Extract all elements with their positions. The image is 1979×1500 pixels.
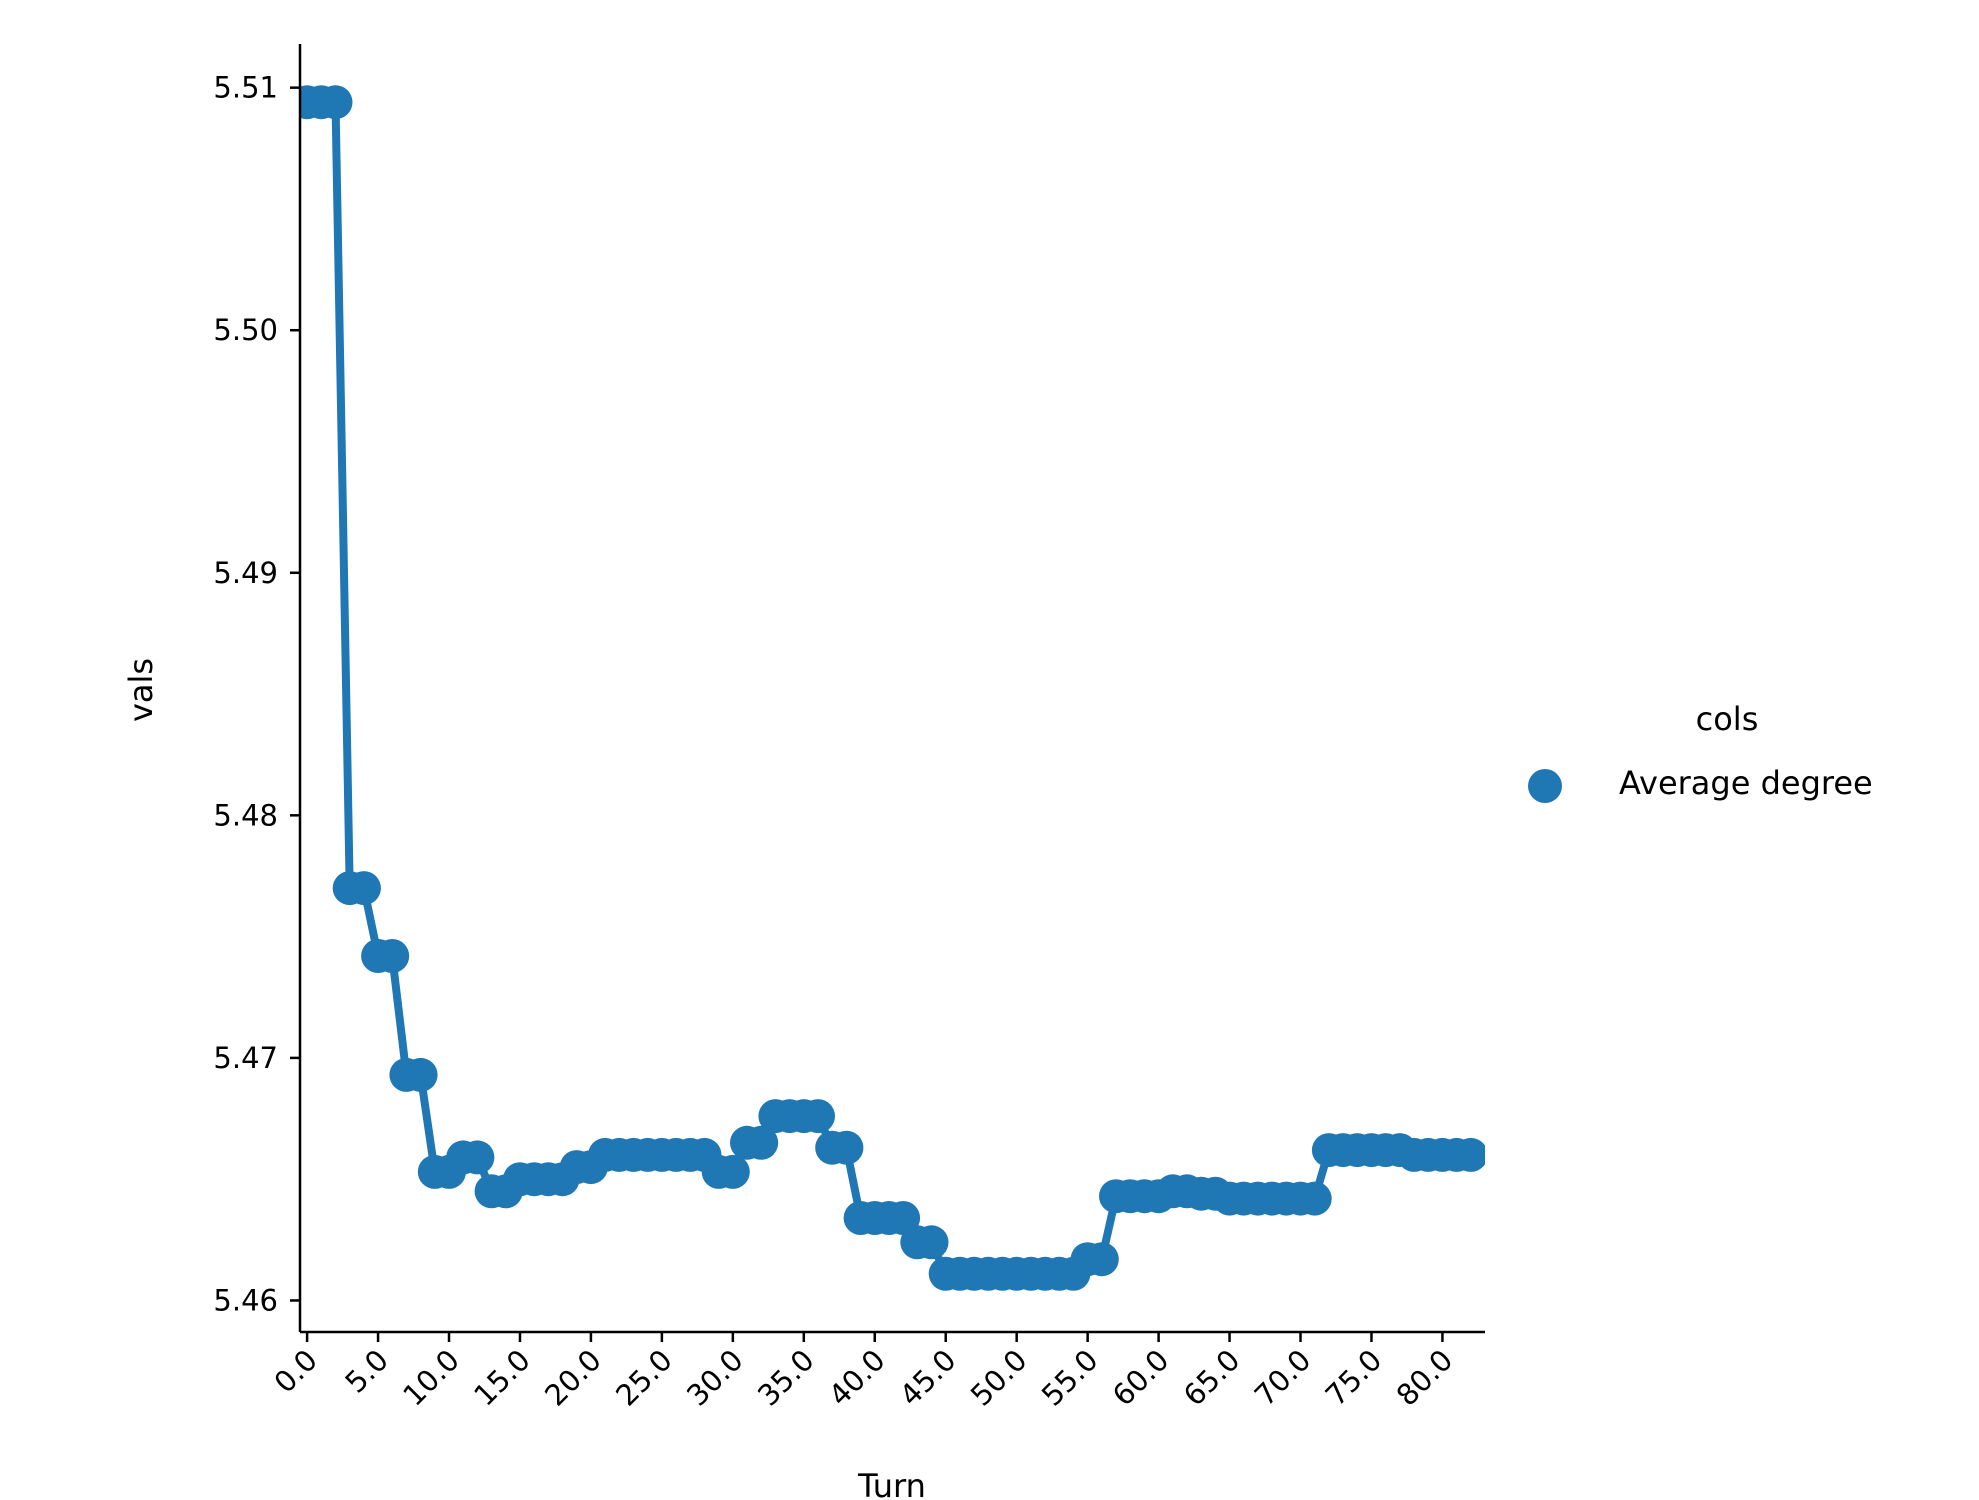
x-tick-label: 55.0 bbox=[1035, 1343, 1105, 1413]
y-tick-label: 5.50 bbox=[213, 313, 278, 347]
x-tick-label: 80.0 bbox=[1390, 1343, 1460, 1413]
data-point bbox=[403, 1057, 438, 1092]
x-tick-label: 75.0 bbox=[1319, 1343, 1389, 1413]
x-tick-label: 60.0 bbox=[1106, 1343, 1176, 1413]
legend: cols Average degree bbox=[1528, 700, 1873, 803]
y-tick-label: 5.48 bbox=[213, 798, 278, 832]
data-point bbox=[318, 85, 353, 120]
y-tick-label: 5.49 bbox=[213, 556, 278, 590]
x-tick-label: 35.0 bbox=[751, 1343, 821, 1413]
series-line bbox=[307, 98, 1471, 1278]
x-tick-label: 70.0 bbox=[1248, 1343, 1318, 1413]
x-tick-label: 15.0 bbox=[467, 1343, 537, 1413]
x-tick-label: 50.0 bbox=[964, 1343, 1034, 1413]
y-tick-label: 5.47 bbox=[213, 1041, 278, 1075]
y-axis-title: vals bbox=[122, 658, 160, 722]
x-axis-ticks: 0.0 5.0 10.0 15.0 20.0 25.0 30.0 35.0 40.0 45.0 50… bbox=[267, 1332, 1459, 1413]
data-point bbox=[914, 1225, 949, 1260]
x-tick-label: 30.0 bbox=[680, 1343, 750, 1413]
x-tick-label: 65.0 bbox=[1177, 1343, 1247, 1413]
data-point bbox=[346, 871, 381, 906]
data-point bbox=[801, 1099, 835, 1134]
data-point bbox=[715, 1154, 750, 1189]
x-tick-label: 10.0 bbox=[396, 1343, 466, 1413]
data-point bbox=[829, 1130, 864, 1165]
x-tick-label: 0.0 bbox=[267, 1343, 324, 1400]
series-layer bbox=[300, 85, 1485, 1291]
x-tick-label: 45.0 bbox=[893, 1343, 963, 1413]
data-point bbox=[375, 939, 410, 973]
data-point bbox=[1297, 1181, 1332, 1216]
x-tick-label: 25.0 bbox=[609, 1343, 679, 1413]
x-axis-title: Turn bbox=[857, 1467, 926, 1500]
legend-entry-label: Average degree bbox=[1619, 764, 1873, 802]
y-tick-label: 5.46 bbox=[213, 1283, 278, 1317]
x-tick-label: 20.0 bbox=[538, 1343, 608, 1413]
legend-title: cols bbox=[1696, 700, 1759, 738]
y-tick-label: 5.51 bbox=[213, 71, 278, 105]
legend-marker bbox=[1528, 769, 1562, 803]
data-point bbox=[460, 1140, 495, 1175]
data-point bbox=[1453, 1137, 1485, 1172]
y-axis-ticks: 5.46 5.47 5.48 5.49 5.50 5.51 bbox=[213, 71, 300, 1317]
x-tick-label: 40.0 bbox=[822, 1343, 892, 1413]
x-tick-label: 5.0 bbox=[338, 1343, 395, 1400]
data-point bbox=[744, 1125, 779, 1160]
plot-area bbox=[300, 85, 1485, 1291]
data-point bbox=[1084, 1242, 1119, 1277]
